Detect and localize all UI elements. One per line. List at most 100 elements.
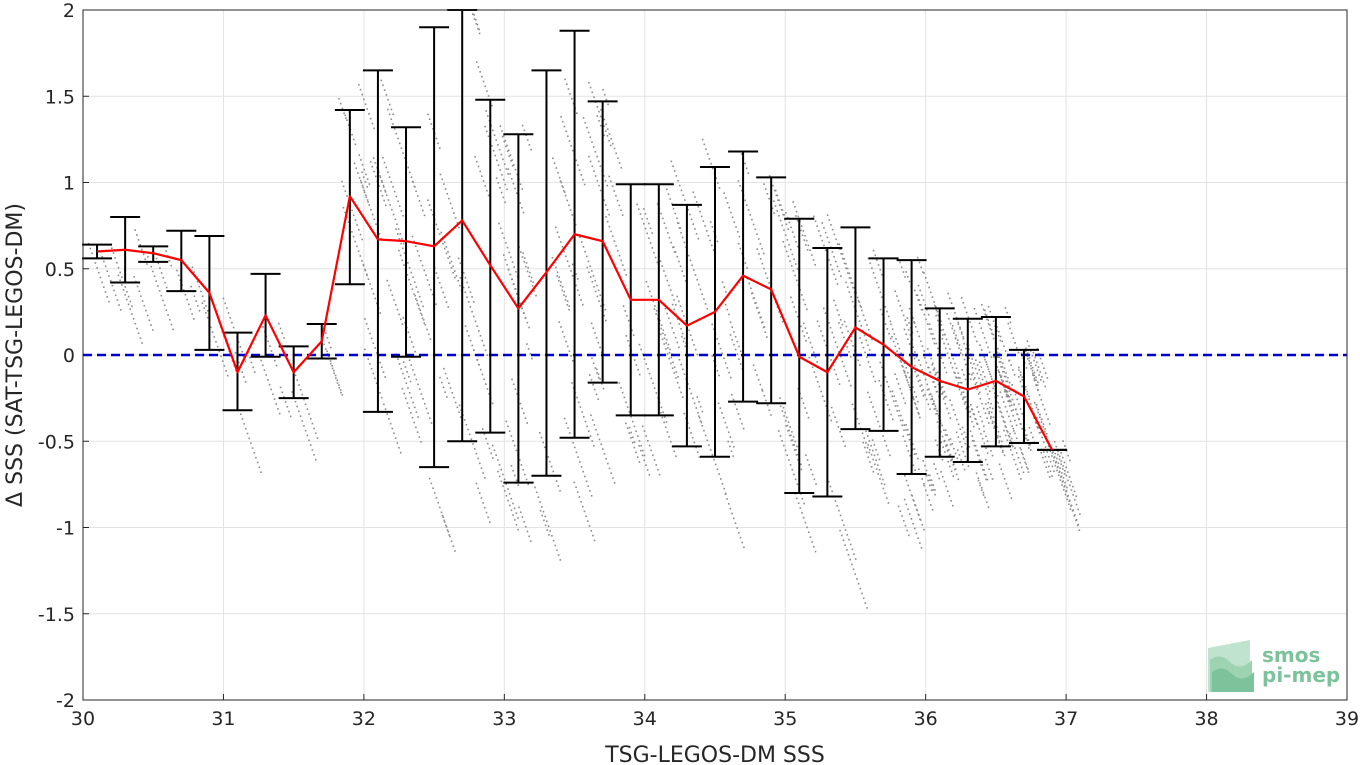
scatter-point (786, 454, 789, 457)
scatter-point (866, 324, 868, 326)
scatter-point (1049, 460, 1052, 463)
scatter-point (396, 223, 398, 226)
scatter-point (951, 327, 954, 330)
scatter-point (283, 396, 285, 398)
scatter-point (790, 226, 792, 229)
scatter-point (524, 525, 527, 528)
scatter-point (660, 324, 663, 327)
scatter-point (1068, 503, 1070, 506)
scatter-point (944, 434, 947, 436)
scatter-point (890, 323, 892, 326)
scatter-point (477, 487, 479, 490)
scatter-point (596, 284, 598, 287)
scatter-point (279, 386, 282, 389)
scatter-point (924, 378, 927, 381)
scatter-point (1020, 466, 1023, 469)
scatter-point (485, 110, 487, 112)
scatter-point (1027, 468, 1029, 470)
scatter-point (412, 276, 414, 279)
scatter-point (261, 364, 264, 367)
scatter-point (510, 435, 513, 437)
scatter-point (1019, 374, 1022, 376)
scatter-point (739, 418, 742, 420)
scatter-point (393, 128, 396, 130)
scatter-point (242, 355, 245, 358)
scatter-point (633, 441, 636, 443)
y-tick-label: -0.5 (38, 431, 75, 453)
scatter-point (951, 443, 954, 445)
scatter-point (1028, 345, 1030, 347)
scatter-point (893, 333, 896, 335)
scatter-point (610, 138, 612, 140)
scatter-point (841, 360, 844, 363)
y-tick-label: 2 (63, 0, 75, 22)
scatter-point (1068, 484, 1071, 487)
scatter-point (1010, 437, 1013, 440)
scatter-point (1042, 426, 1045, 428)
scatter-point (610, 472, 613, 475)
scatter-point (515, 512, 518, 514)
scatter-point (1002, 401, 1005, 403)
scatter-point (428, 284, 431, 286)
scatter-point (585, 480, 588, 483)
scatter-point (438, 147, 441, 149)
scatter-point (456, 221, 459, 224)
scatter-point (444, 372, 447, 375)
scatter-point (158, 289, 161, 292)
scatter-point (909, 333, 912, 336)
scatter-point (1010, 400, 1012, 403)
scatter-point (521, 256, 524, 258)
scatter-point (806, 308, 808, 311)
scatter-point (1003, 421, 1006, 424)
scatter-point (592, 275, 595, 277)
scatter-point (539, 509, 542, 512)
scatter-point (367, 201, 369, 203)
scatter-point (1057, 462, 1060, 465)
scatter-point (901, 419, 904, 422)
scatter-point (867, 257, 870, 260)
scatter-point (361, 93, 364, 96)
scatter-point (680, 189, 683, 192)
scatter-point (866, 356, 868, 359)
scatter-point (820, 390, 822, 393)
scatter-point (662, 329, 665, 331)
scatter-point (813, 215, 815, 218)
scatter-point (246, 432, 249, 435)
scatter-point (342, 185, 345, 188)
scatter-point (907, 508, 909, 511)
scatter-point (484, 383, 487, 385)
scatter-point (1006, 429, 1008, 432)
scatter-point (683, 241, 686, 244)
scatter-point (388, 418, 390, 420)
scatter-point (152, 270, 154, 273)
scatter-point (919, 364, 922, 366)
scatter-point (816, 361, 818, 363)
scatter-point (935, 413, 937, 415)
scatter-point (869, 333, 872, 336)
scatter-point (955, 316, 958, 319)
scatter-point (198, 285, 201, 288)
scatter-point (1061, 456, 1064, 459)
scatter-point (668, 236, 671, 239)
scatter-point (983, 425, 985, 428)
scatter-point (484, 349, 487, 352)
scatter-point (435, 303, 437, 305)
scatter-point (730, 450, 733, 453)
scatter-point (458, 226, 460, 229)
scatter-point (568, 140, 571, 142)
scatter-point (336, 379, 339, 382)
scatter-point (1047, 445, 1050, 448)
scatter-point (990, 473, 992, 475)
scatter-point (902, 366, 904, 368)
scatter-point (673, 450, 676, 453)
scatter-point (862, 346, 865, 349)
scatter-point (355, 167, 358, 170)
scatter-point (557, 485, 560, 487)
scatter-point (512, 439, 514, 442)
scatter-point (182, 289, 185, 291)
scatter-point (573, 481, 576, 484)
scatter-point (907, 450, 910, 452)
scatter-point (990, 402, 992, 405)
scatter-point (464, 276, 467, 279)
scatter-point (999, 335, 1002, 338)
